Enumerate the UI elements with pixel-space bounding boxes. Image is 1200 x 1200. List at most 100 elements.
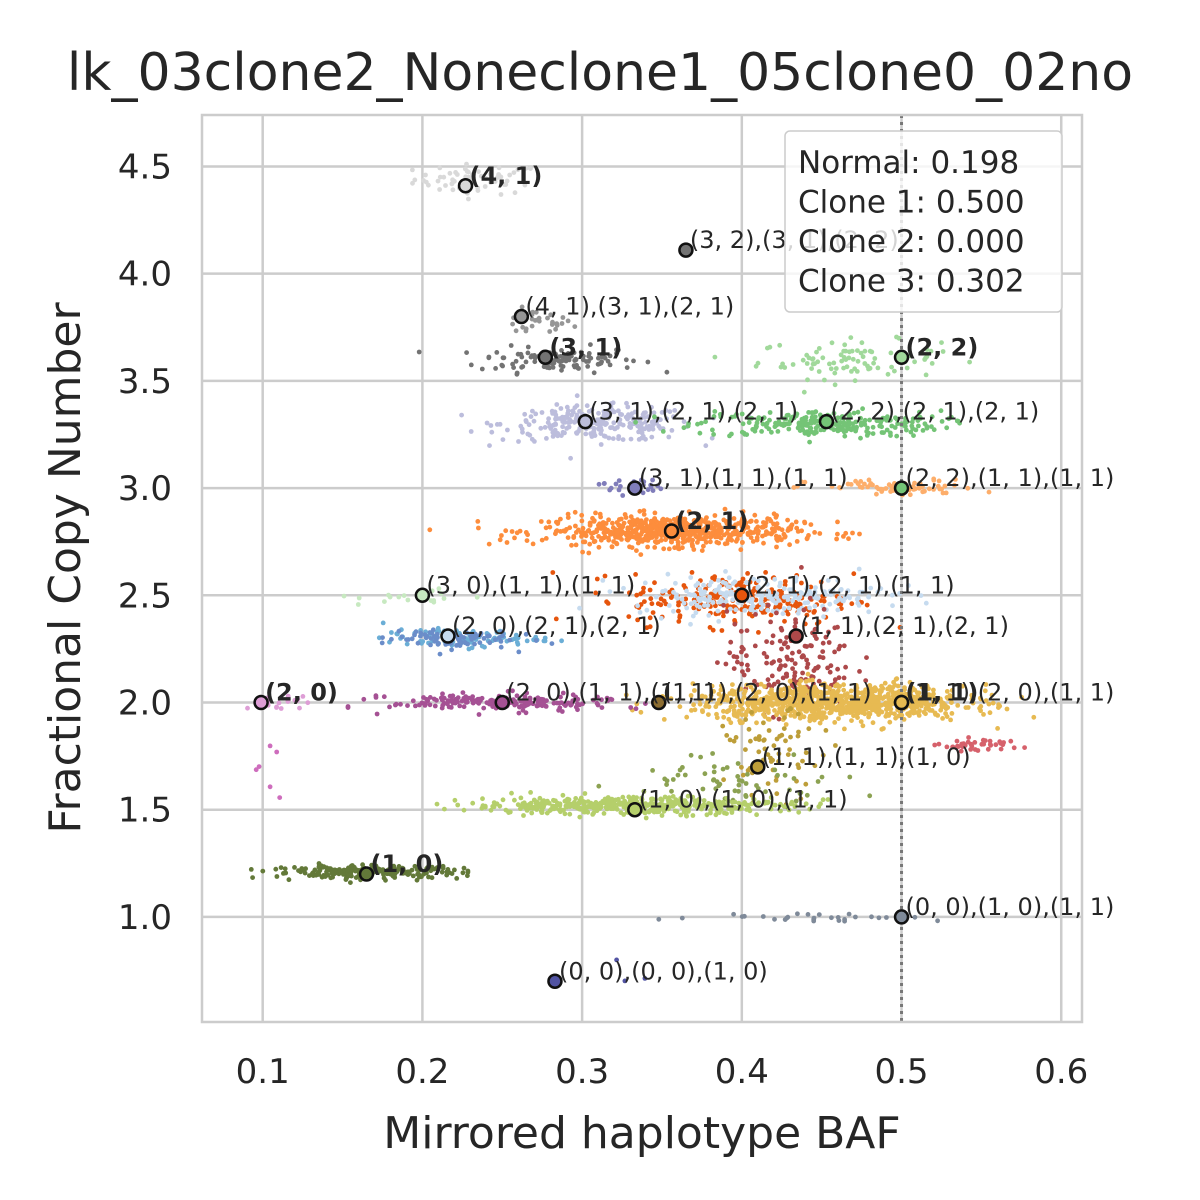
scatter-point <box>848 705 854 711</box>
scatter-point <box>771 659 776 665</box>
scatter-point <box>903 416 908 421</box>
scatter-point <box>585 799 591 804</box>
scatter-point <box>614 531 620 537</box>
scatter-point <box>806 726 812 732</box>
scatter-point <box>892 682 898 688</box>
scatter-point <box>596 410 601 416</box>
scatter-point <box>888 350 894 356</box>
scatter-point <box>858 415 863 421</box>
scatter-point <box>638 552 644 557</box>
scatter-point <box>564 404 570 410</box>
scatter-point <box>889 592 895 598</box>
scatter-point <box>523 418 529 423</box>
scatter-point <box>669 428 675 433</box>
scatter-point <box>432 638 438 644</box>
scatter-point <box>593 800 599 805</box>
scatter-point <box>718 590 723 596</box>
scatter-point <box>714 539 720 545</box>
scatter-point <box>529 810 535 816</box>
scatter-point <box>885 414 890 420</box>
scatter-point <box>720 579 726 585</box>
scatter-point <box>820 710 825 716</box>
scatter-point <box>422 632 428 637</box>
scatter-point <box>800 419 806 424</box>
scatter-point <box>749 530 754 536</box>
scatter-point <box>603 409 609 415</box>
scatter-point <box>857 669 862 674</box>
scatter-point <box>345 705 351 710</box>
scatter-point <box>500 437 506 442</box>
scatter-point <box>830 587 836 593</box>
scatter-point <box>849 718 854 723</box>
scatter-point <box>804 361 810 366</box>
y-tick-label: 3.0 <box>118 469 172 509</box>
scatter-point <box>967 359 972 365</box>
scatter-point <box>706 613 712 618</box>
scatter-point <box>717 599 722 605</box>
scatter-point <box>556 358 561 364</box>
scatter-point <box>727 584 733 590</box>
scatter-point <box>690 613 696 619</box>
scatter-point <box>702 603 707 608</box>
scatter-point <box>560 415 565 421</box>
scatter-point <box>710 427 715 433</box>
scatter-point <box>551 360 557 366</box>
scatter-point <box>776 716 782 722</box>
scatter-point <box>634 548 639 553</box>
scatter-point <box>832 649 837 655</box>
scatter-point <box>829 340 835 346</box>
scatter-point <box>682 527 687 533</box>
x-tick-label: 0.5 <box>874 1052 928 1092</box>
scatter-point <box>611 420 617 426</box>
scatter-point <box>627 421 633 426</box>
scatter-point <box>794 539 800 544</box>
scatter-point <box>833 366 839 371</box>
scatter-point <box>807 425 813 431</box>
scatter-point <box>581 353 586 359</box>
scatter-point <box>410 180 415 186</box>
scatter-point <box>512 535 517 541</box>
scatter-point <box>496 165 502 171</box>
scatter-point <box>688 601 694 607</box>
scatter-point <box>779 527 785 533</box>
scatter-point <box>633 706 639 712</box>
scatter-point <box>616 478 622 483</box>
scatter-point <box>589 535 595 541</box>
scatter-point <box>626 412 631 418</box>
scatter-point <box>987 742 993 747</box>
scatter-point <box>622 801 628 807</box>
scatter-point <box>380 620 386 626</box>
scatter-point <box>764 581 770 587</box>
scatter-point <box>461 635 467 640</box>
scatter-point <box>935 713 941 718</box>
scatter-point <box>481 636 487 641</box>
scatter-point <box>723 661 729 667</box>
scatter-point <box>282 866 288 872</box>
scatter-point <box>785 656 791 662</box>
scatter-point <box>815 596 821 601</box>
scatter-point <box>910 416 916 422</box>
scatter-point <box>733 607 739 613</box>
scatter-point <box>416 349 422 355</box>
scatter-point <box>731 666 737 671</box>
scatter-point <box>635 603 640 609</box>
scatter-point <box>731 708 737 713</box>
scatter-point <box>577 814 583 820</box>
y-tick-label: 4.5 <box>118 147 172 187</box>
scatter-point <box>641 512 647 517</box>
scatter-point <box>761 651 767 656</box>
scatter-point <box>621 585 626 591</box>
scatter-point <box>782 772 788 778</box>
scatter-point <box>735 659 740 665</box>
scatter-point <box>728 639 734 645</box>
scatter-point <box>931 687 936 693</box>
scatter-point <box>636 537 642 542</box>
scatter-point <box>767 516 772 522</box>
scatter-point <box>600 520 606 525</box>
scatter-point <box>703 419 708 425</box>
scatter-point <box>882 680 888 686</box>
scatter-point <box>422 703 428 708</box>
scatter-point <box>698 420 704 426</box>
scatter-point <box>862 422 868 427</box>
scatter-point <box>797 594 803 600</box>
